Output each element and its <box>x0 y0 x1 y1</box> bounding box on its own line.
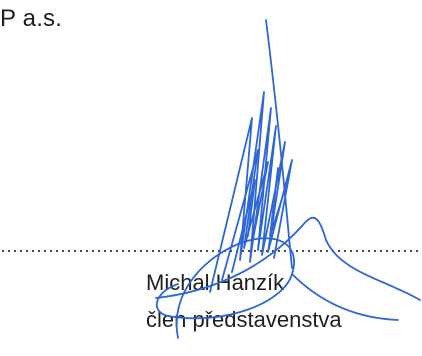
company-name-fragment: P a.s. <box>0 5 63 32</box>
signature-stroke <box>265 19 293 269</box>
signature-stroke <box>269 167 289 237</box>
signature-dotted-line <box>0 250 422 252</box>
signature-stroke <box>221 149 269 281</box>
signer-name: Michal Hanzík <box>146 270 285 295</box>
signature-stroke <box>209 91 293 293</box>
signer-role: člen představenstva <box>146 307 342 332</box>
signature-stroke <box>231 179 256 273</box>
